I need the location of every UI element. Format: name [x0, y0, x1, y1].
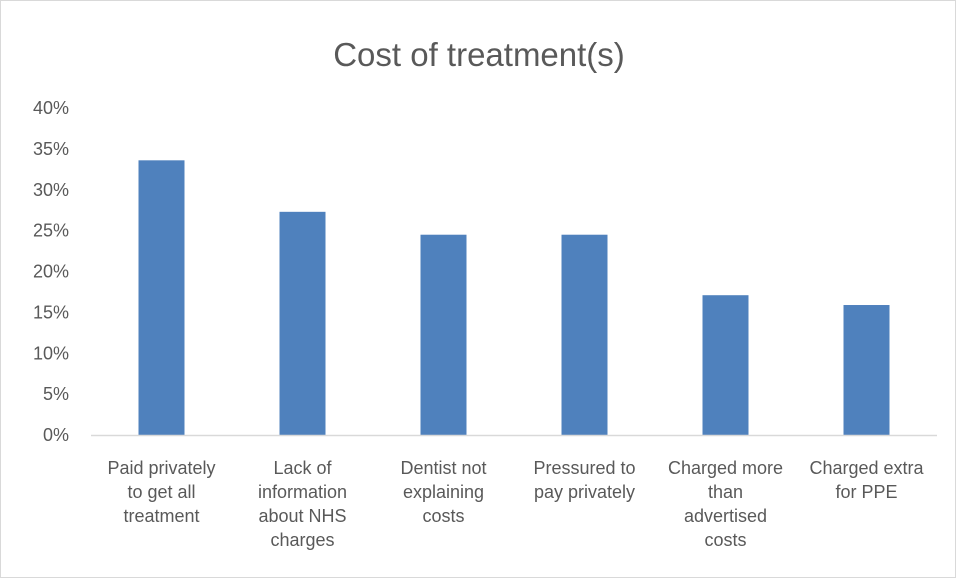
bar — [561, 234, 608, 435]
bar — [420, 234, 467, 435]
x-tick-label-line: Charged extra — [809, 458, 924, 478]
x-tick-label-line: about NHS — [258, 506, 346, 526]
x-tick-label-line: Paid privately — [107, 458, 215, 478]
x-tick-label-line: pay privately — [534, 482, 635, 502]
y-tick-label: 25% — [33, 221, 69, 241]
x-tick-label-line: Dentist not — [400, 458, 486, 478]
x-tick-label-line: Lack of — [273, 458, 332, 478]
bar — [279, 211, 326, 435]
x-tick-label-line: Pressured to — [533, 458, 635, 478]
x-tick-label-line: costs — [422, 506, 464, 526]
y-tick-label: 0% — [43, 425, 69, 445]
y-tick-label: 10% — [33, 343, 69, 363]
x-tick-label-line: costs — [704, 530, 746, 550]
bar — [138, 160, 185, 435]
bars — [138, 160, 890, 435]
y-tick-label: 30% — [33, 180, 69, 200]
chart-title: Cost of treatment(s) — [333, 36, 625, 73]
x-tick-label-line: treatment — [123, 506, 199, 526]
y-tick-label: 5% — [43, 384, 69, 404]
x-tick-label: Pressured to pay privately — [533, 458, 635, 502]
x-tick-label-line: Charged more — [668, 458, 783, 478]
y-tick-label: 40% — [33, 98, 69, 118]
x-tick-label: Lack of information about NHS charges — [258, 458, 347, 550]
x-axis-labels: Paid privately to get all treatment Lack of… — [107, 458, 924, 550]
x-tick-label: Charged more than advertised costs — [668, 458, 783, 550]
x-tick-label: Dentist not explaining costs — [400, 458, 486, 526]
x-tick-label-line: explaining — [403, 482, 484, 502]
x-tick-label-line: charges — [270, 530, 334, 550]
x-tick-label-line: to get all — [127, 482, 195, 502]
x-tick-label-line: advertised — [684, 506, 767, 526]
y-tick-label: 15% — [33, 302, 69, 322]
bar — [843, 305, 890, 435]
x-tick-label: Paid privately to get all treatment — [107, 458, 215, 526]
y-tick-label: 20% — [33, 262, 69, 282]
x-tick-label-line: for PPE — [835, 482, 897, 502]
x-tick-label-line: information — [258, 482, 347, 502]
bar — [702, 295, 749, 435]
y-tick-label: 35% — [33, 139, 69, 159]
x-tick-label: Charged extra for PPE — [809, 458, 924, 502]
y-axis-labels: 0% 5% 10% 15% 20% 25% 30% 35% 40% — [33, 98, 69, 445]
x-tick-label-line: than — [708, 482, 743, 502]
